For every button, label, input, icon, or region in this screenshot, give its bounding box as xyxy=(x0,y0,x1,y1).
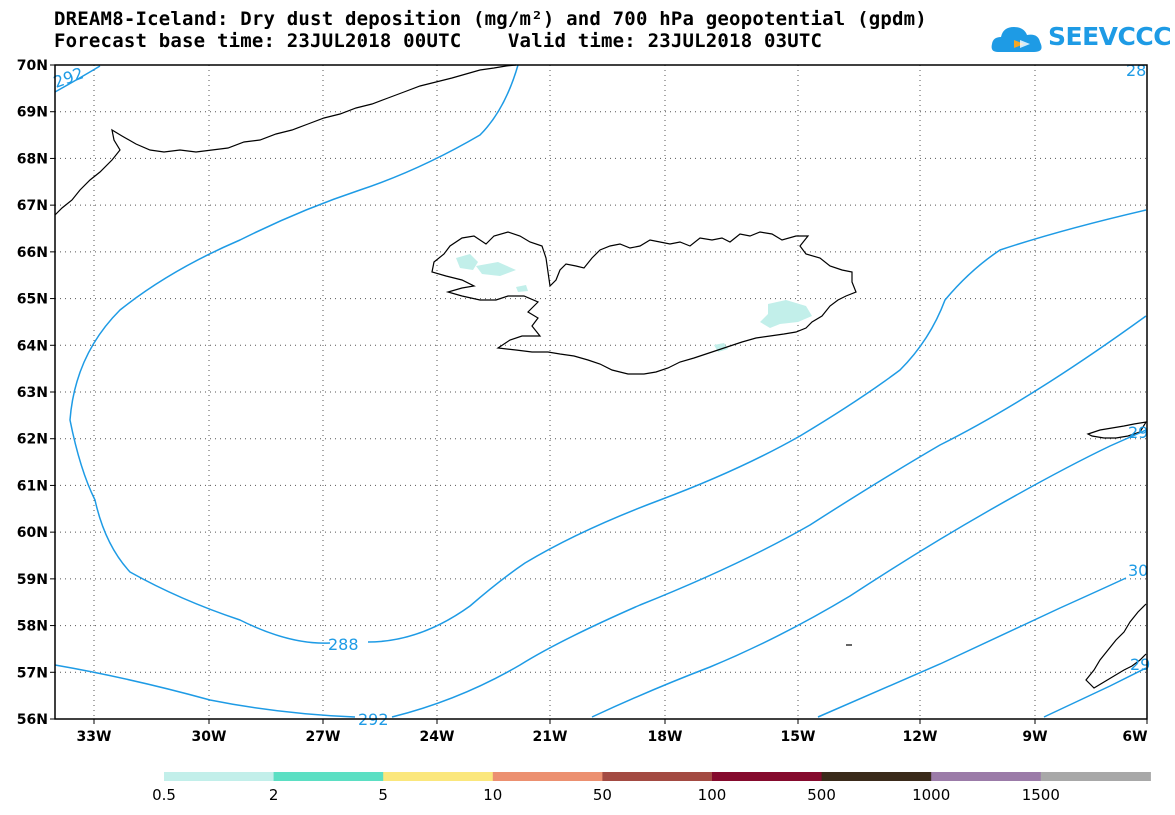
cloud-logo-icon xyxy=(991,27,1042,52)
lon-label: 9W xyxy=(1022,729,1047,745)
logo-text: SEEVCCC xyxy=(1048,22,1172,51)
dust-patch-westfjords xyxy=(456,254,478,270)
coastline-iceland xyxy=(431,231,857,375)
dust-patch-west xyxy=(476,262,516,276)
coastline-greenland xyxy=(54,64,517,216)
title-line-1: DREAM8-Iceland: Dry dust deposition (mg/… xyxy=(54,8,927,30)
coastlines xyxy=(54,64,1148,689)
geopotential-contours xyxy=(54,64,1147,718)
lon-label: 18W xyxy=(648,729,683,745)
lat-label: 62N xyxy=(17,432,48,448)
lat-label: 69N xyxy=(17,105,48,121)
lon-label: 27W xyxy=(306,729,341,745)
lat-label: 64N xyxy=(17,338,48,354)
contour-288 xyxy=(69,64,1147,644)
lon-label: 24W xyxy=(420,729,455,745)
legend-swatch xyxy=(273,772,384,781)
dust-patch-east xyxy=(760,300,812,328)
lat-label: 59N xyxy=(17,572,48,588)
lat-label: 61N xyxy=(17,478,48,494)
lon-label: 21W xyxy=(533,729,568,745)
legend-label: 100 xyxy=(698,786,727,804)
legend-label: 1500 xyxy=(1022,786,1060,804)
contour-label: 29 xyxy=(1128,423,1148,442)
dust-patch-snaefell xyxy=(516,285,528,292)
lat-label: 70N xyxy=(17,58,48,74)
contour-label: 292 xyxy=(51,63,86,91)
legend-label: 0.5 xyxy=(152,786,176,804)
legend-swatch xyxy=(1040,772,1151,781)
lon-label: 30W xyxy=(192,729,227,745)
contour-296 xyxy=(591,429,1147,718)
lat-label: 57N xyxy=(17,665,48,681)
legend-swatch xyxy=(712,772,823,781)
gridlines xyxy=(55,65,1147,719)
lat-label: 67N xyxy=(17,198,48,214)
lat-label: 68N xyxy=(17,151,48,167)
lon-label: 15W xyxy=(781,729,816,745)
contour-292-north xyxy=(54,65,101,93)
legend-label: 1000 xyxy=(912,786,950,804)
legend-swatch xyxy=(602,772,713,781)
dust-deposition xyxy=(456,254,812,352)
contour-304 xyxy=(1043,667,1147,718)
coastline-faroe xyxy=(1086,421,1148,439)
lat-label: 56N xyxy=(17,712,48,728)
legend-label: 10 xyxy=(483,786,502,804)
contour-label: 29 xyxy=(1130,655,1150,674)
latitude-labels: 70N 69N 68N 67N 66N 65N 64N 63N 62N 61N 60N 59N 58N 5… xyxy=(17,58,55,728)
contour-label: 30 xyxy=(1128,561,1148,580)
color-legend: 0.5 2 5 10 50 100 500 1000 1500 xyxy=(152,772,1151,804)
lat-label: 66N xyxy=(17,245,48,261)
legend-swatch xyxy=(164,772,275,781)
legend-label: 50 xyxy=(593,786,612,804)
legend-swatch xyxy=(492,772,603,781)
legend-swatch xyxy=(821,772,932,781)
longitude-labels: 33W 30W 27W 24W 21W 18W 15W 12W 9W 6W xyxy=(77,719,1148,745)
lat-label: 63N xyxy=(17,385,48,401)
lon-label: 12W xyxy=(903,729,938,745)
legend-swatch xyxy=(383,772,494,781)
lon-label: 33W xyxy=(77,729,112,745)
contour-292-south xyxy=(54,315,1147,718)
contour-label-group: 292 288 292 28 29 30 29 xyxy=(51,61,1150,729)
lat-label: 65N xyxy=(17,292,48,308)
contour-300 xyxy=(817,571,1147,718)
legend-label: 2 xyxy=(269,786,279,804)
coastline-scotland xyxy=(1085,603,1147,689)
title-line-2: Forecast base time: 23JUL2018 00UTC Vali… xyxy=(54,30,823,52)
lat-label: 60N xyxy=(17,525,48,541)
contour-label: 288 xyxy=(328,635,359,654)
lat-label: 58N xyxy=(17,619,48,635)
lon-label: 6W xyxy=(1122,729,1147,745)
legend-label: 5 xyxy=(378,786,388,804)
contour-label: 28 xyxy=(1126,61,1146,80)
legend-swatch xyxy=(931,772,1042,781)
legend-label: 500 xyxy=(807,786,836,804)
